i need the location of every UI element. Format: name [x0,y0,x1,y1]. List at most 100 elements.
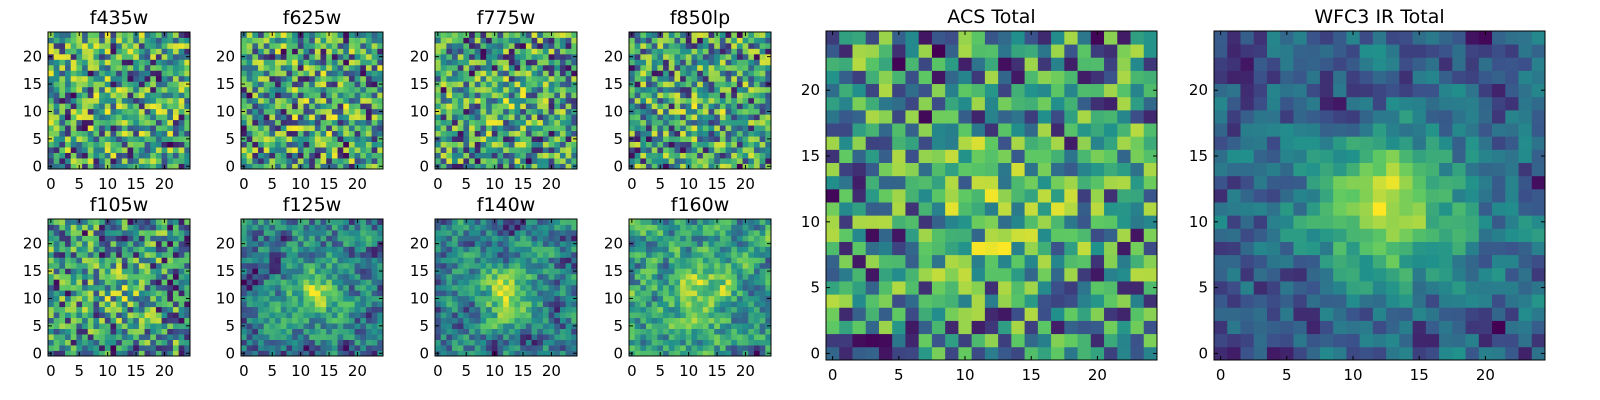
heatmap-cell [263,350,270,357]
heatmap-cell [565,273,572,280]
heatmap-cell [303,53,310,60]
heatmap-cell [133,42,140,49]
heatmap-cell [714,312,721,319]
heatmap-cell [76,339,83,346]
heatmap-cell [759,42,766,49]
heatmap-cell [320,219,327,225]
heatmap-cell [354,235,361,242]
heatmap-cell [748,53,755,60]
heatmap-cell [463,290,470,297]
heatmap-cell [167,81,174,88]
heatmap-cell [155,345,162,351]
heatmap-cell [161,240,168,247]
heatmap-cell [280,350,287,357]
heatmap-cell [167,64,174,71]
heatmap-cell [702,97,709,104]
heatmap-cell [172,317,180,324]
heatmap-cell [759,273,766,280]
heatmap-cell [133,224,140,231]
heatmap-cell [691,301,698,308]
heatmap-cell [150,114,157,121]
heatmap-cell [714,141,721,148]
heatmap-cell [491,312,498,319]
heatmap-cell [280,257,287,264]
heatmap-cell [753,317,761,324]
heatmap-cell [110,32,117,38]
heatmap-cell [463,81,470,88]
heatmap-cell [719,125,726,132]
heatmap-cell [446,59,453,66]
heatmap-cell [144,224,151,231]
heatmap-cell [127,158,134,164]
heatmap-cell [663,334,670,340]
heatmap-cell [559,229,567,236]
heatmap-cell [508,312,515,319]
heatmap-cell [48,130,55,137]
heatmap-cell [765,59,772,66]
heatmap-cell [480,240,487,247]
heatmap-cell [263,152,270,159]
heatmap-cell [719,323,726,329]
heatmap-cell [719,32,726,38]
heatmap-cell [365,257,373,264]
heatmap-cell [680,312,687,319]
heatmap-cell [486,240,493,247]
heatmap-cell [133,301,140,308]
heatmap-cell [685,125,692,132]
heatmap-cell [280,317,287,324]
heatmap-cell [525,64,532,71]
heatmap-cell [348,130,355,137]
x-tick-label: 20 [348,362,367,380]
heatmap-cell [537,97,544,104]
heatmap-cell [440,59,447,66]
heatmap-cell [531,53,538,60]
heatmap-cell [571,70,578,77]
heatmap-cell [531,136,538,142]
heatmap-cell [542,158,549,164]
heatmap-cell [110,59,117,66]
heatmap-cell [629,75,636,82]
heatmap-cell [497,246,504,253]
heatmap-cell [440,97,447,104]
heatmap-cell [127,301,134,308]
heatmap-cell [82,48,89,55]
heatmap-cell [537,219,544,225]
heatmap-cell [360,290,367,297]
heatmap-cell [646,334,653,340]
heatmap-cell [286,246,293,253]
heatmap-cell [559,32,567,38]
heatmap-cell [70,125,77,132]
heatmap-cell [59,323,66,329]
heatmap-cell [184,246,191,253]
heatmap-cell [155,103,162,110]
heatmap-cell [742,81,749,88]
heatmap-cell [469,141,476,148]
heatmap-cell [99,229,106,236]
heatmap-cell [725,48,732,55]
heatmap-cell [87,37,94,44]
heatmap-cell [269,108,276,115]
heatmap-cell [668,53,675,60]
heatmap-cell [719,97,726,104]
heatmap-cell [759,53,766,60]
heatmap-cell [674,130,681,137]
heatmap-cell [53,103,60,110]
x-tick-label: 20 [542,362,561,380]
heatmap-cell [537,152,544,159]
heatmap-cell [348,229,355,236]
heatmap-cell [520,312,527,319]
heatmap-cell [371,262,378,269]
heatmap-cell [725,53,732,60]
heatmap-cell [548,273,555,280]
heatmap-cell [365,345,373,351]
heatmap-cell [731,328,738,335]
heatmap-cell [474,92,481,99]
heatmap-cell [70,345,77,351]
heatmap-cell [559,235,567,242]
heatmap-cell [252,81,259,88]
heatmap-cell [435,59,442,66]
heatmap-cell [457,268,464,275]
heatmap-cell [138,152,145,159]
heatmap-cell [452,103,459,110]
heatmap-cell [497,317,504,324]
